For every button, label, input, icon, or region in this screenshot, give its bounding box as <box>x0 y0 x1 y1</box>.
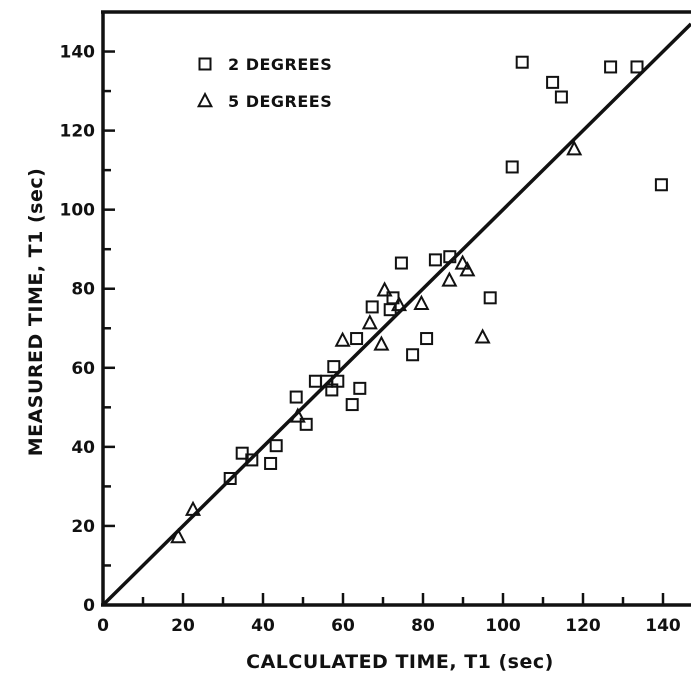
data-point-triangle <box>184 500 202 516</box>
x-tick-label: 40 <box>251 616 275 636</box>
y-tick-label: 140 <box>60 43 96 63</box>
y-axis-title: MEASURED TIME, T1 (sec) <box>25 168 47 457</box>
y-tick-label: 120 <box>60 122 96 142</box>
legend-label-2-degrees: 2 DEGREES <box>228 55 332 74</box>
x-axis-title: CALCULATED TIME, T1 (sec) <box>246 651 554 673</box>
data-point-square <box>654 178 668 192</box>
y-tick-label: 40 <box>71 438 95 458</box>
y-tick-label: 80 <box>71 280 95 300</box>
data-point-square <box>443 250 457 264</box>
reference-line-layer <box>101 22 691 607</box>
data-point-square <box>299 417 313 431</box>
data-point-square <box>428 253 442 267</box>
y-tick-label: 20 <box>71 517 95 537</box>
x-tick-label: 80 <box>411 616 435 636</box>
data-point-triangle <box>376 281 393 297</box>
data-point-square <box>406 348 420 362</box>
data-point-triangle <box>170 527 187 544</box>
data-point-square <box>394 256 408 270</box>
data-point-square <box>630 60 644 74</box>
data-point-square <box>245 453 259 467</box>
data-point-triangle <box>474 328 491 344</box>
legend-square-icon <box>198 57 212 71</box>
data-point-triangle <box>459 261 476 277</box>
data-point-square <box>289 390 303 404</box>
data-point-triangle <box>566 140 583 156</box>
legend-label-5-degrees: 5 DEGREES <box>228 92 332 111</box>
x-tick-label: 140 <box>645 616 681 636</box>
data-point-square <box>327 360 341 374</box>
data-point-triangle <box>361 314 378 330</box>
data-point-triangle <box>289 407 306 423</box>
legend-triangle-icon <box>196 91 214 108</box>
legend-square-marker <box>198 57 212 71</box>
data-point-square <box>235 446 249 460</box>
data-point-square <box>350 332 364 346</box>
data-point-square <box>546 75 560 89</box>
data-point-square <box>353 381 367 395</box>
legend-item-5-degrees: 5 DEGREES <box>196 91 332 111</box>
data-point-square <box>420 332 434 346</box>
data-point-triangle <box>454 254 471 270</box>
series-5-degrees <box>170 140 583 544</box>
data-point-square <box>604 60 618 74</box>
x-tick-label: 20 <box>171 616 195 636</box>
data-point-square <box>269 439 283 453</box>
y-tick-label: 60 <box>71 359 95 379</box>
x-tick-label: 100 <box>485 616 521 636</box>
data-point-square <box>515 55 529 69</box>
legend: 2 DEGREES 5 DEGREES <box>196 55 332 111</box>
legend-triangle-marker <box>196 91 214 108</box>
x-tick-label: 60 <box>331 616 355 636</box>
axes-layer <box>101 10 691 607</box>
data-points-layer <box>170 55 668 544</box>
data-point-square <box>505 160 519 174</box>
data-point-square <box>483 291 497 305</box>
x-tick-label: 0 <box>97 616 109 636</box>
data-point-triangle <box>334 331 351 347</box>
data-point-triangle <box>373 335 390 351</box>
data-point-triangle <box>441 271 458 287</box>
data-point-triangle <box>413 294 430 310</box>
data-point-square <box>365 300 379 314</box>
data-point-square <box>554 90 568 104</box>
data-point-square <box>345 398 359 412</box>
data-point-square <box>223 471 237 485</box>
data-point-square <box>331 374 345 388</box>
data-point-square <box>264 456 278 470</box>
y-tick-label: 100 <box>60 201 96 221</box>
legend-item-2-degrees: 2 DEGREES <box>198 55 332 74</box>
y-tick-label: 0 <box>83 596 95 616</box>
tick-labels-layer: 0 20 40 60 80 100 120 140 0 20 40 60 80 100 120 140 <box>60 43 681 636</box>
x-tick-label: 120 <box>565 616 601 636</box>
identity-line <box>101 22 691 607</box>
data-point-square <box>308 374 322 388</box>
data-point-triangle <box>390 295 408 312</box>
series-2-degrees <box>223 55 668 485</box>
